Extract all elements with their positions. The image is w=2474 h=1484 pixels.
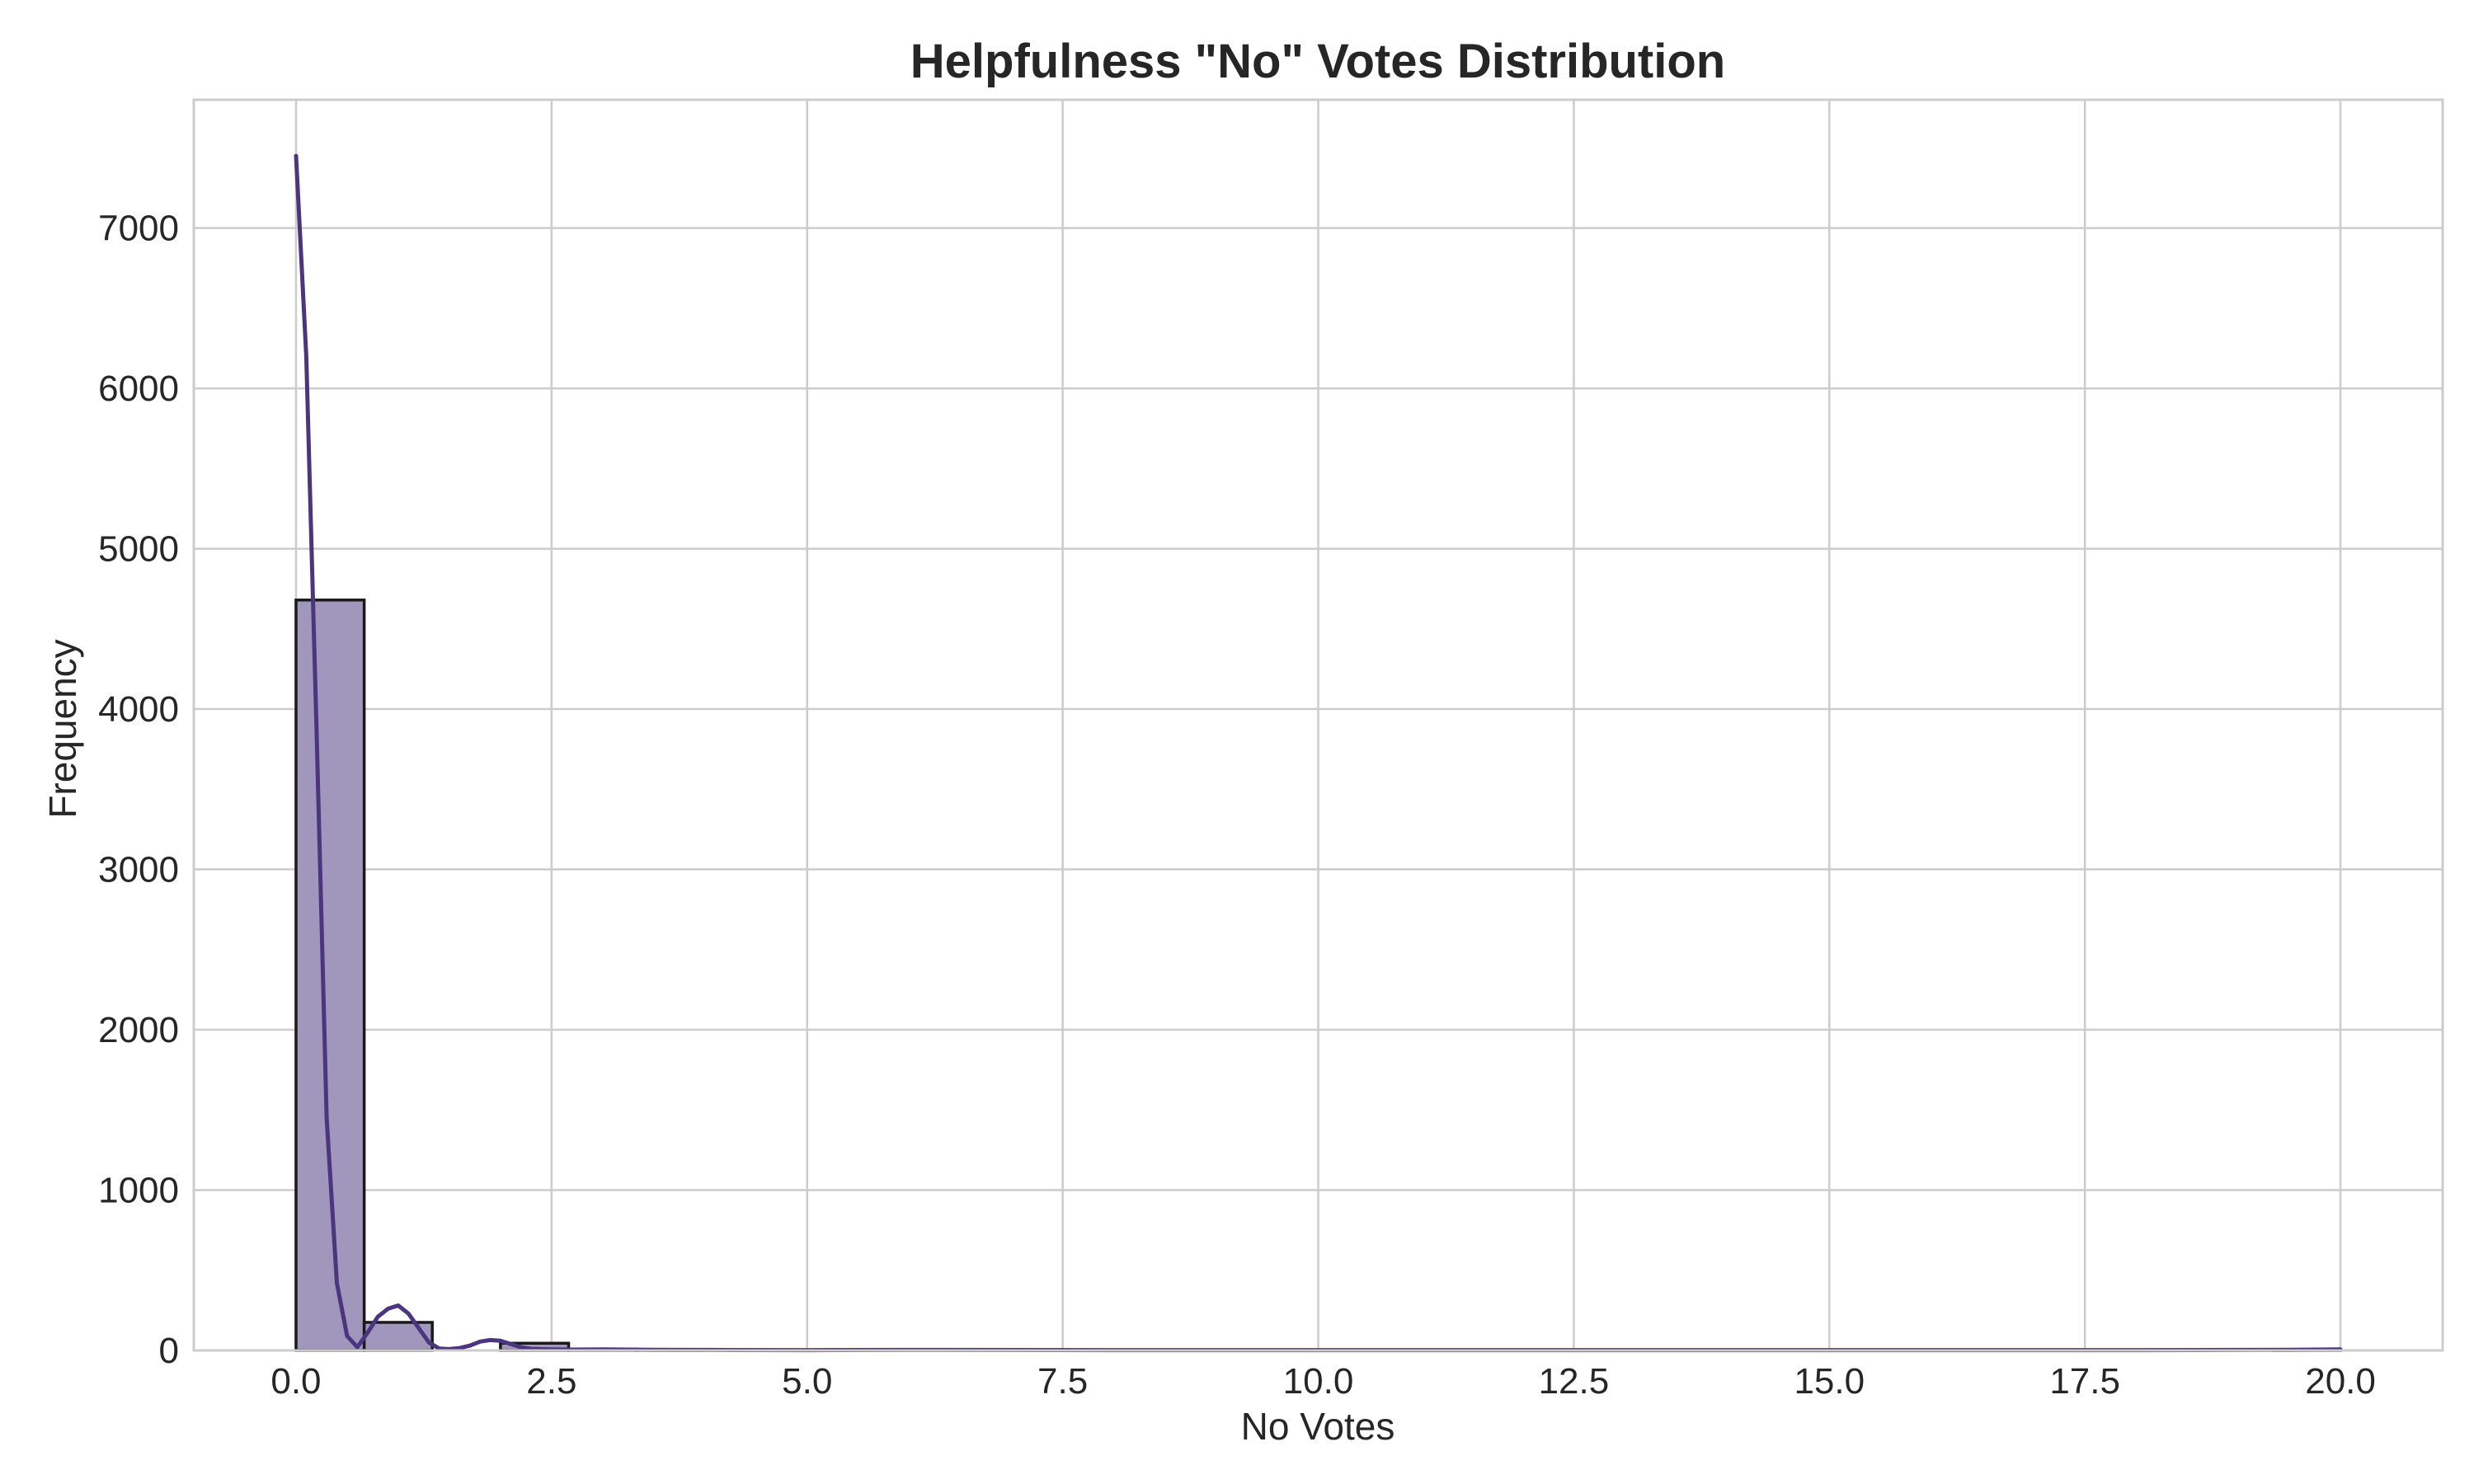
y-tick-label: 6000 (98, 369, 179, 409)
x-tick-label: 0.0 (270, 1361, 321, 1402)
x-tick-label: 2.5 (526, 1361, 576, 1402)
y-tick-label: 2000 (98, 1010, 179, 1050)
x-axis-ticks: 0.0 2.5 5.0 7.5 10.0 12.5 15.0 17.5 20.0 (270, 1361, 2375, 1402)
histogram-bars (294, 599, 2342, 1352)
x-tick-label: 17.5 (2049, 1361, 2120, 1402)
histogram-bar (362, 1321, 434, 1352)
grid (194, 100, 2443, 1352)
x-tick-label: 15.0 (1794, 1361, 1865, 1402)
y-tick-label: 4000 (98, 689, 179, 730)
y-tick-label: 0 (159, 1331, 179, 1371)
x-tick-label: 10.0 (1283, 1361, 1354, 1402)
x-tick-label: 12.5 (1539, 1361, 1610, 1402)
plot-frame (192, 98, 2444, 1352)
x-axis-label: No Votes (1241, 1405, 1395, 1448)
x-tick-label: 5.0 (782, 1361, 832, 1402)
y-tick-label: 7000 (98, 209, 179, 249)
y-tick-label: 1000 (98, 1171, 179, 1211)
y-axis-ticks: 0 1000 2000 3000 4000 5000 6000 7000 (98, 209, 179, 1371)
y-axis-label: Frequency (41, 639, 84, 818)
histogram-bar (294, 599, 366, 1352)
x-tick-label: 7.5 (1037, 1361, 1088, 1402)
chart-title: Helpfulness "No" Votes Distribution (910, 35, 1725, 88)
y-tick-label: 5000 (98, 529, 179, 570)
y-tick-label: 3000 (98, 850, 179, 890)
x-tick-label: 20.0 (2305, 1361, 2376, 1402)
